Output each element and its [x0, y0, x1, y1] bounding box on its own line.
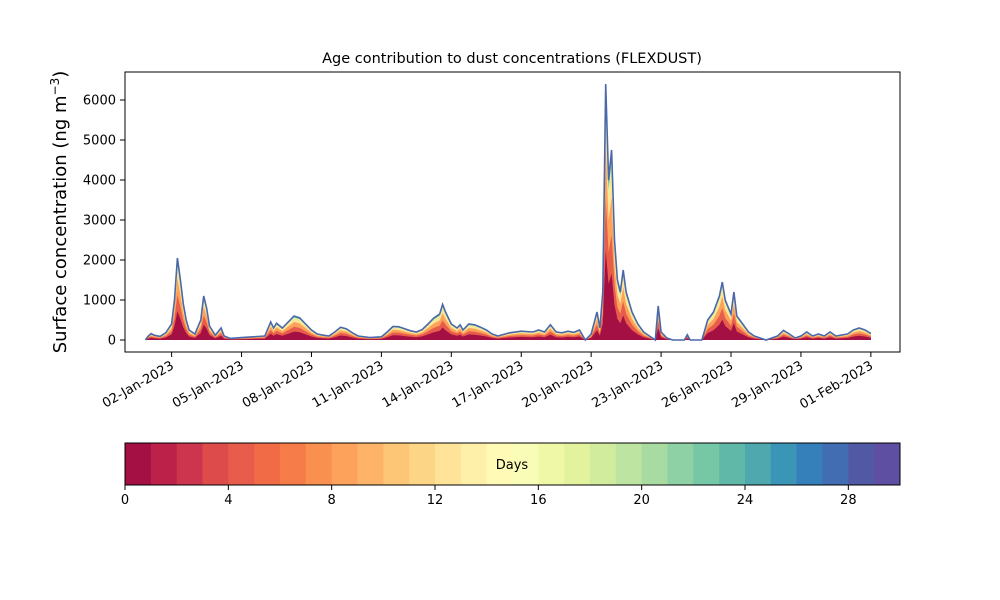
colorbar-swatch [228, 443, 255, 485]
age-band-area-5 [145, 89, 871, 340]
x-tick-label: 02-Jan-2023 [100, 358, 177, 411]
colorbar-swatch [874, 443, 901, 485]
y-tick-label: 4000 [83, 174, 116, 189]
y-axis-label: Surface concentration (ng m−3) [48, 71, 71, 354]
colorbar-swatch [486, 443, 513, 485]
x-tick-label: 23-Jan-2023 [589, 358, 666, 411]
colorbar-swatch [615, 443, 643, 485]
colorbar-swatch [796, 443, 823, 485]
age-band-area-0 [145, 250, 871, 340]
colorbar-swatch [564, 443, 591, 485]
age-band-area-4 [145, 99, 871, 341]
colorbar-swatch [176, 443, 203, 485]
colorbar-swatch [357, 443, 384, 485]
age-band-area-6 [145, 84, 871, 340]
colorbar-tick-label: 16 [530, 493, 547, 508]
colorbar-swatch [512, 443, 539, 485]
colorbar-swatch [331, 443, 358, 485]
y-axis: 0 1000 2000 3000 4000 5000 6000 [83, 94, 125, 349]
y-tick-label: 2000 [83, 254, 116, 269]
colorbar-frame [124, 442, 901, 486]
x-tick-label: 26-Jan-2023 [659, 358, 736, 411]
colorbar-swatch [202, 443, 229, 485]
colorbar-tick-label: 4 [224, 493, 232, 508]
y-axis-label-main: Surface concentration (ng m [50, 95, 71, 353]
age-band-area-2 [145, 148, 871, 340]
y-tick-label: 3000 [83, 214, 116, 229]
colorbar-tick-label: 24 [737, 493, 754, 508]
x-tick-label: 11-Jan-2023 [310, 358, 387, 411]
colorbar-swatch [719, 443, 746, 485]
colorbar-tick-label: 28 [840, 493, 857, 508]
x-tick-label: 08-Jan-2023 [240, 358, 317, 411]
x-tick-label: 14-Jan-2023 [380, 358, 457, 411]
y-tick-label: 5000 [83, 134, 116, 149]
chart-title: Age contribution to dust concentrations … [322, 51, 702, 67]
plot-area [144, 83, 872, 342]
colorbar-swatch [150, 443, 178, 485]
y-axis-label-superscript: −3 [48, 78, 62, 96]
age-band-area-3 [145, 117, 871, 340]
colorbar-tick-label: 8 [328, 493, 336, 508]
y-tick-label: 1000 [83, 294, 116, 309]
x-tick-label: 20-Jan-2023 [520, 358, 597, 411]
colorbar-swatch [822, 443, 849, 485]
colorbar-swatch [460, 443, 488, 485]
colorbar-swatch [641, 443, 668, 485]
colorbar-swatch [770, 443, 798, 485]
x-tick-label: 29-Jan-2023 [729, 358, 806, 411]
x-tick-label: 05-Jan-2023 [170, 358, 247, 411]
colorbar-swatch [538, 443, 565, 485]
colorbar-swatch [745, 443, 772, 485]
colorbar-swatch [280, 443, 307, 485]
y-tick-label: 6000 [83, 94, 116, 109]
colorbar-tick-label: 12 [427, 493, 444, 508]
colorbar-label: Days [496, 458, 529, 473]
colorbar-swatch [254, 443, 281, 485]
y-tick-label: 0 [108, 334, 116, 349]
y-axis-label-close: ) [50, 71, 71, 78]
colorbar-swatch [667, 443, 694, 485]
colorbar-swatch [848, 443, 875, 485]
colorbar-swatch [590, 443, 617, 485]
x-tick-label: 17-Jan-2023 [450, 358, 527, 411]
colorbar-swatch [693, 443, 720, 485]
colorbar-swatch [435, 443, 462, 485]
colorbar-swatch [409, 443, 436, 485]
colorbar-swatch [305, 443, 333, 485]
colorbar-tick-label: 20 [633, 493, 650, 508]
colorbar: 0 4 8 12 16 20 24 28 [121, 442, 901, 508]
colorbar-tick-label: 0 [121, 493, 129, 508]
total-concentration-line [144, 83, 872, 342]
colorbar-swatch [125, 443, 152, 485]
colorbar-swatch [383, 443, 410, 485]
age-band-area-1 [145, 199, 871, 340]
x-tick-label: 01-Feb-2023 [797, 358, 876, 412]
axes-frame [124, 71, 901, 353]
x-axis: 02-Jan-202305-Jan-202308-Jan-202311-Jan-… [100, 352, 876, 412]
